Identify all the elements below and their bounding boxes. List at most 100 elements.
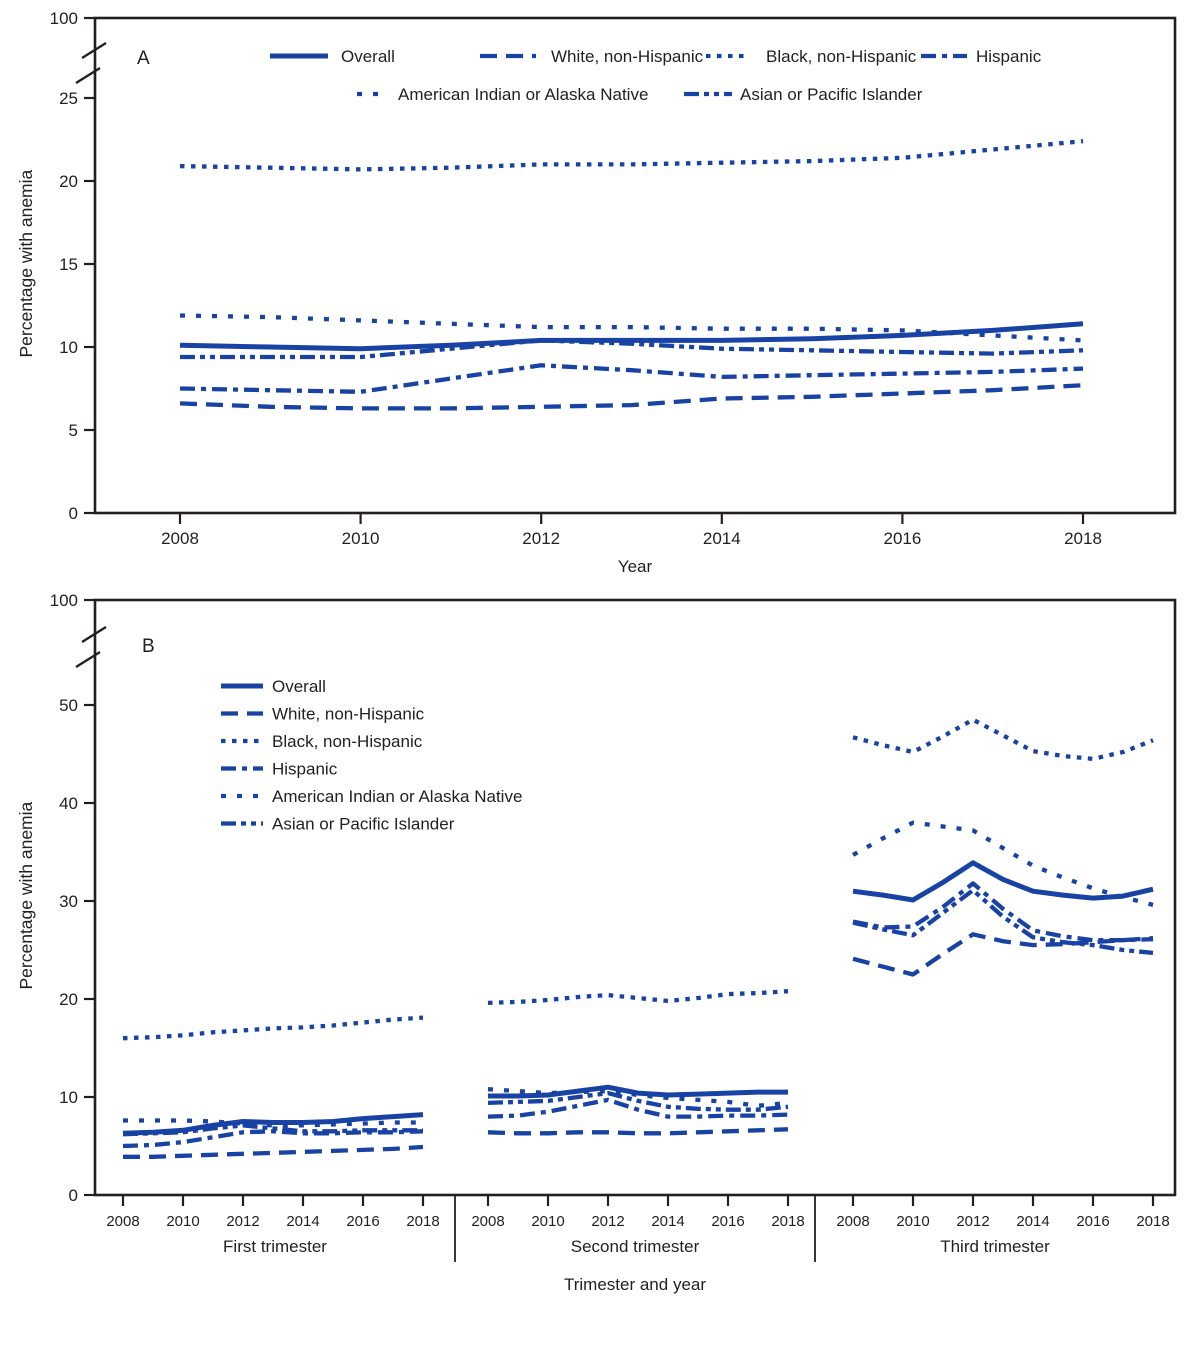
y-tick-label: 0 xyxy=(69,1186,78,1205)
y-tick-label: 10 xyxy=(59,338,78,357)
x-axis-title: Year xyxy=(618,557,653,576)
legend-label: Black, non-Hispanic xyxy=(272,732,423,751)
y-tick-label: 20 xyxy=(59,990,78,1009)
x-tick-label: 2016 xyxy=(883,529,921,548)
legend-item-overall: Overall xyxy=(270,47,395,66)
series-line-black-non-hispanic-second-trimester xyxy=(487,989,789,1006)
series-line-asian-or-pacific-islander-third-trimester xyxy=(852,888,1154,956)
legend-item-asian-or-pacific-islander: Asian or Pacific Islander xyxy=(221,815,455,834)
x-tick-label: 2010 xyxy=(342,529,380,548)
legend-label: Hispanic xyxy=(272,760,338,779)
y-axis-break-mark xyxy=(75,650,101,669)
series-line-hispanic-third-trimester xyxy=(852,881,1154,943)
series-line-overall-first-trimester xyxy=(122,1112,424,1136)
x-tick-label: 2008 xyxy=(161,529,199,548)
series-line-american-indian-or-alaska-native xyxy=(179,313,1084,343)
series-line-american-indian-or-alaska-native-first-trimester xyxy=(123,1118,423,1128)
x-tick-label: 2010 xyxy=(531,1213,564,1230)
x-tick-label: 2012 xyxy=(522,529,560,548)
series-line-white-non-hispanic xyxy=(179,383,1084,411)
y-tick-label: 5 xyxy=(69,421,78,440)
y-axis-break-mark xyxy=(81,41,107,60)
series-line-american-indian-or-alaska-native-third-trimester xyxy=(851,820,1154,907)
legend-label: American Indian or Alaska Native xyxy=(398,85,648,104)
legend-label: White, non-Hispanic xyxy=(272,705,425,724)
series-line-black-non-hispanic xyxy=(179,139,1084,172)
panel-a-frame xyxy=(93,16,1177,515)
legend-item-white-non-hispanic: White, non-Hispanic xyxy=(221,705,425,724)
y-tick-label: 40 xyxy=(59,794,78,813)
series-line-hispanic-second-trimester xyxy=(487,1097,789,1119)
legend-item-black-non-hispanic: Black, non-Hispanic xyxy=(221,732,423,751)
x-tick-label: 2014 xyxy=(703,529,741,548)
legend-label: White, non-Hispanic xyxy=(551,47,704,66)
trimester-group-label: First trimester xyxy=(223,1237,327,1256)
y-axis-break-mark xyxy=(75,66,101,85)
x-tick-label: 2008 xyxy=(106,1213,139,1230)
x-tick-label: 2018 xyxy=(1064,529,1102,548)
panel-a-letter: A xyxy=(137,48,150,69)
legend-item-american-indian-or-alaska-native: American Indian or Alaska Native xyxy=(221,787,522,806)
y-tick-label: 0 xyxy=(69,504,78,523)
series-line-black-non-hispanic-third-trimester xyxy=(852,717,1154,762)
legend-label: Overall xyxy=(341,47,395,66)
x-tick-label: 2016 xyxy=(711,1213,744,1230)
series-line-white-non-hispanic-third-trimester xyxy=(852,932,1154,977)
legend-label: Asian or Pacific Islander xyxy=(740,85,923,104)
x-tick-label: 2012 xyxy=(591,1213,624,1230)
trimester-group-label: Third trimester xyxy=(940,1237,1050,1256)
x-tick-label: 2016 xyxy=(1076,1213,1109,1230)
x-tick-label: 2014 xyxy=(1016,1213,1049,1230)
panel-b-frame xyxy=(93,598,1177,1197)
trimester-group-label: Second trimester xyxy=(571,1237,700,1256)
legend-item-white-non-hispanic: White, non-Hispanic xyxy=(480,47,704,66)
series-line-black-non-hispanic-first-trimester xyxy=(122,1015,424,1041)
y-tick-label: 100 xyxy=(50,9,78,28)
y-tick-label: 10 xyxy=(59,1088,78,1107)
x-tick-label: 2012 xyxy=(226,1213,259,1230)
x-tick-label: 2008 xyxy=(471,1213,504,1230)
legend-label: American Indian or Alaska Native xyxy=(272,787,522,806)
x-tick-label: 2010 xyxy=(896,1213,929,1230)
y-tick-label: 25 xyxy=(59,89,78,108)
legend-label: Overall xyxy=(272,677,326,696)
legend-item-hispanic: Hispanic xyxy=(221,760,338,779)
x-tick-label: 2014 xyxy=(286,1213,319,1230)
x-tick-label: 2016 xyxy=(346,1213,379,1230)
x-tick-label: 2018 xyxy=(1136,1213,1169,1230)
y-tick-label: 30 xyxy=(59,892,78,911)
x-tick-label: 2018 xyxy=(771,1213,804,1230)
legend-label: Asian or Pacific Islander xyxy=(272,815,455,834)
panel-a: 100 25 20 15 10 5 0 2008 2010 2012 2014 2016 2018 Yea… xyxy=(16,9,1177,576)
x-tick-label: 2018 xyxy=(406,1213,439,1230)
series-line-white-non-hispanic-second-trimester xyxy=(487,1127,789,1136)
series-line-hispanic xyxy=(179,363,1084,394)
legend-item-overall: Overall xyxy=(221,677,326,696)
x-axis-title: Trimester and year xyxy=(564,1275,706,1294)
x-tick-label: 2010 xyxy=(166,1213,199,1230)
y-axis-title: Percentage with anemia xyxy=(16,801,36,989)
legend-label: Hispanic xyxy=(976,47,1042,66)
y-axis-break-mark xyxy=(81,625,107,644)
x-tick-label: 2012 xyxy=(956,1213,989,1230)
y-tick-label: 100 xyxy=(50,591,78,610)
legend-item-black-non-hispanic: Black, non-Hispanic xyxy=(706,47,917,66)
x-tick-label: 2008 xyxy=(836,1213,869,1230)
series-line-hispanic-first-trimester xyxy=(122,1129,424,1149)
series-line-overall-second-trimester xyxy=(488,1084,788,1099)
x-tick-label: 2014 xyxy=(651,1213,684,1230)
series-line-asian-or-pacific-islander-second-trimester xyxy=(487,1090,789,1112)
series-line-white-non-hispanic-first-trimester xyxy=(123,1144,424,1159)
legend-item-asian-or-pacific-islander: Asian or Pacific Islander xyxy=(684,85,923,104)
series-line-asian-or-pacific-islander xyxy=(180,338,1084,360)
legend-item-american-indian-or-alaska-native: American Indian or Alaska Native xyxy=(357,85,648,104)
legend-label: Black, non-Hispanic xyxy=(766,47,917,66)
y-tick-label: 50 xyxy=(59,696,78,715)
legend-item-hispanic: Hispanic xyxy=(921,47,1042,66)
panel-b-letter: B xyxy=(142,636,155,657)
series-line-overall-third-trimester xyxy=(852,860,1154,903)
series-line-american-indian-or-alaska-native-second-trimester xyxy=(487,1087,789,1108)
